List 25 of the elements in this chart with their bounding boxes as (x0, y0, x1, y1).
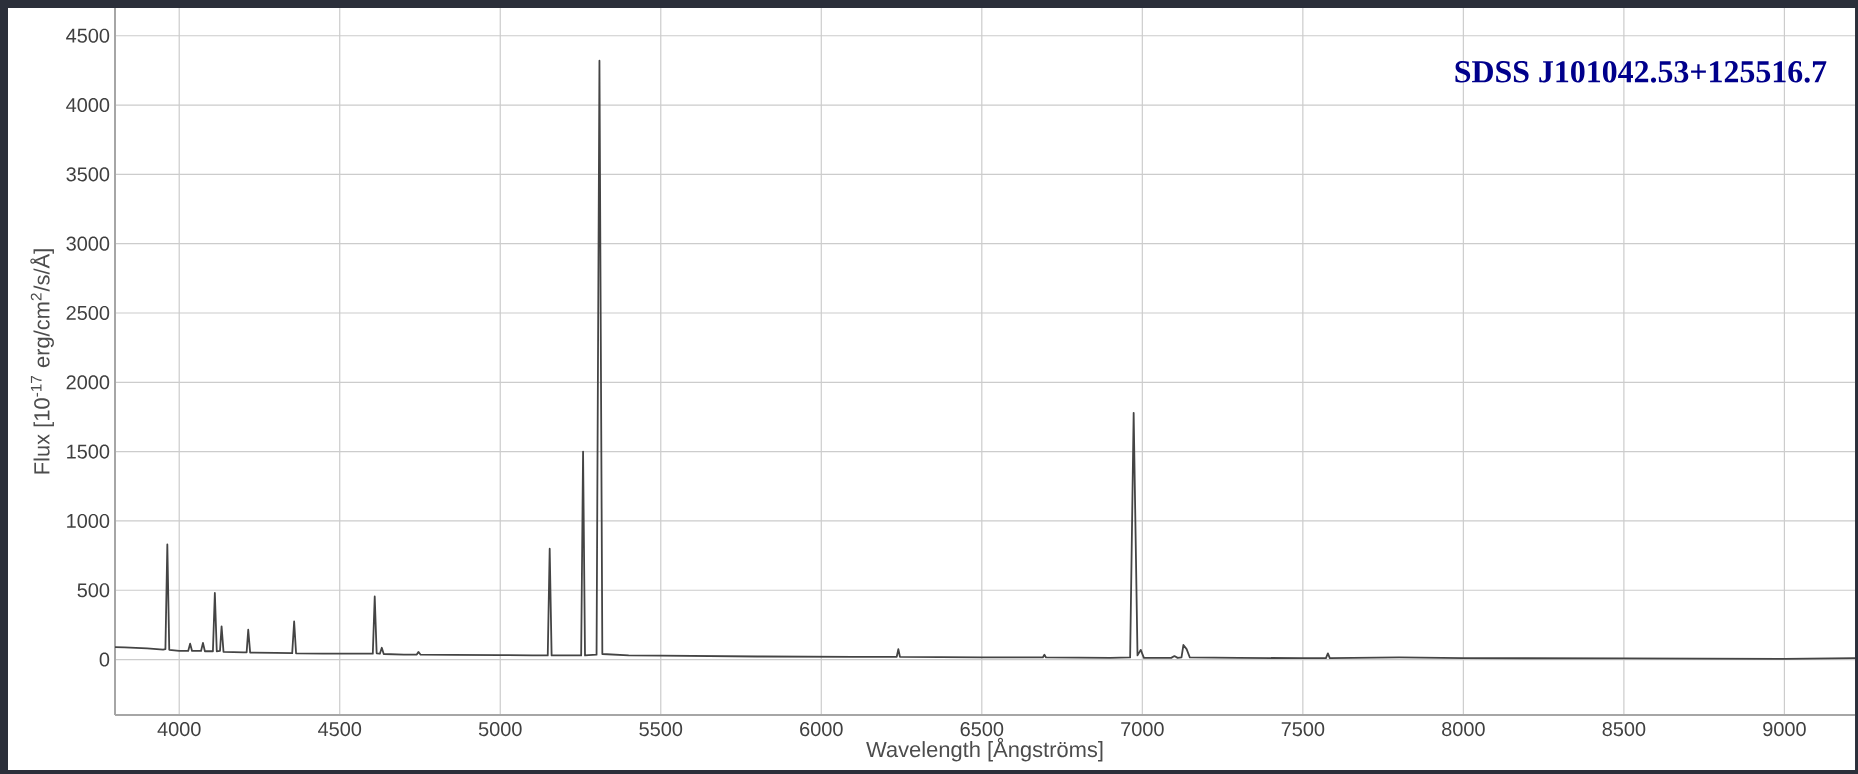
y-tick-label: 3000 (66, 236, 110, 251)
y-tick-label: 2000 (66, 375, 110, 390)
x-tick-label: 8000 (1442, 722, 1485, 737)
y-axis-title: Flux [10$^{-17}$ erg/cm$^{2}$/s/Å] (30, 249, 54, 474)
annotation: SDSS J101042.53+125516.7 (1455, 61, 1827, 83)
y-tick-label: 500 (77, 583, 110, 598)
x-tick-label: 7000 (1121, 722, 1164, 737)
x-tick-label: 6500 (960, 722, 1004, 737)
y-tick-label: 1000 (67, 513, 110, 528)
x-tick-label: 4000 (157, 722, 201, 737)
x-tick-label: 5000 (478, 722, 522, 737)
y-tick-label: 1500 (67, 444, 110, 459)
x-tick-label: 7500 (1281, 722, 1325, 737)
y-tick-label: 4500 (66, 28, 110, 43)
y-tick-label: 0 (99, 652, 110, 667)
y-tick-label: 2500 (66, 305, 110, 321)
x-tick-label: 4500 (318, 722, 362, 737)
y-tick-label: 4000 (66, 98, 110, 113)
x-tick-label: 6000 (800, 722, 843, 737)
x-axis-title: Wavelength [Ångströms] (866, 737, 1103, 762)
line-series (115, 59, 1856, 660)
x-tick-label: 8500 (1602, 722, 1646, 737)
x-tick-label: 9000 (1763, 722, 1806, 737)
y-tick-label: 3500 (66, 167, 110, 182)
x-tick-label: 5500 (639, 722, 683, 737)
